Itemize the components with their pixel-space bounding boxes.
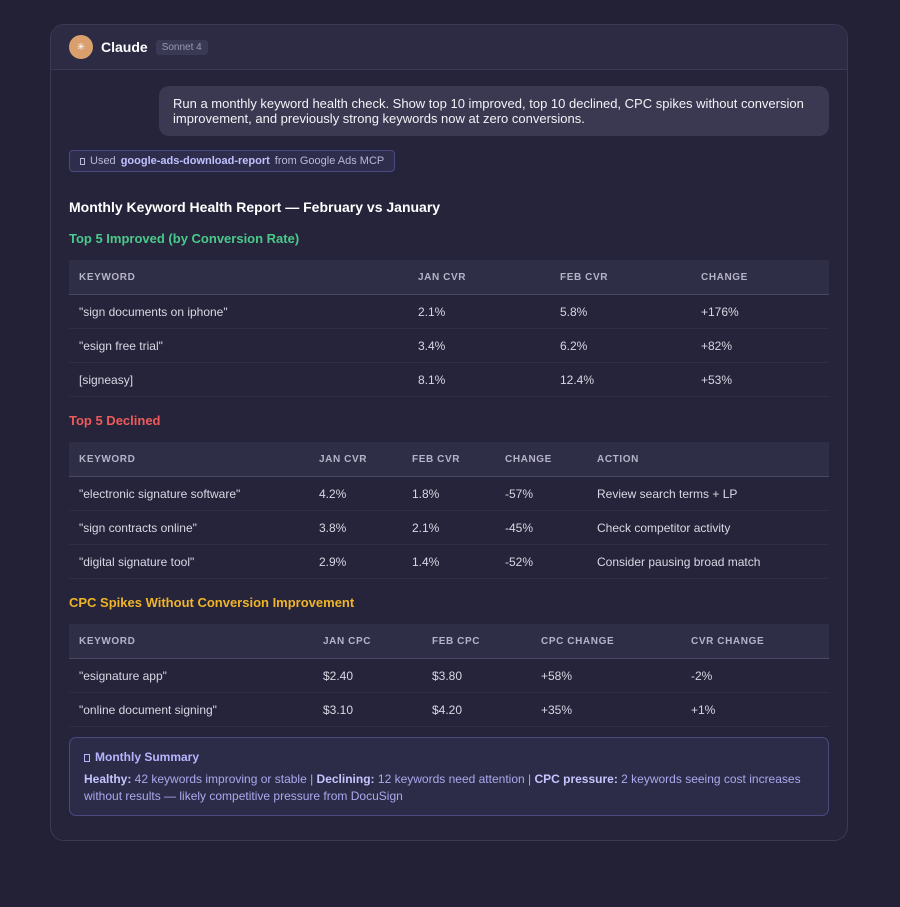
conversation: Run a monthly keyword health check. Show… (51, 70, 847, 816)
cpc-heading: CPC Spikes Without Conversion Improvemen… (69, 595, 355, 610)
keyword-cell: "electronic signature software" (69, 476, 309, 511)
summary-text: Healthy: 42 keywords improving or stable… (84, 771, 814, 805)
feb-cvr-cell: 1.4% (402, 544, 495, 579)
table-row: "digital signature tool" 2.9% 1.4% -52% … (69, 544, 829, 579)
change-cell: +176% (691, 294, 829, 329)
cvr-change-cell: -2% (681, 658, 829, 693)
change-cell: +53% (691, 362, 829, 397)
table-row: "sign contracts online" 3.8% 2.1% -45% C… (69, 510, 829, 545)
jan-cvr-cell: 2.1% (408, 294, 550, 329)
column-header: KEYWORD (69, 624, 313, 659)
action-cell: Consider pausing broad match (587, 544, 829, 579)
feb-cpc-cell: $4.20 (422, 692, 531, 727)
monthly-summary-box: Monthly Summary Healthy: 42 keywords imp… (69, 737, 829, 816)
table-row: "esignature app" $2.40 $3.80 +58% -2% (69, 658, 829, 693)
jan-cvr-cell: 2.9% (309, 544, 402, 579)
chat-window: ✳ Claude Sonnet 4 Run a monthly keyword … (50, 24, 848, 841)
change-cell: -45% (495, 510, 587, 545)
jan-cvr-cell: 8.1% (408, 362, 550, 397)
column-header: JAN CPC (313, 624, 422, 659)
tool-name: google-ads-download-report (120, 155, 270, 167)
cvr-change-cell: +1% (681, 692, 829, 727)
feb-cvr-cell: 5.8% (550, 294, 691, 329)
column-header: KEYWORD (69, 260, 408, 295)
column-header: CVR CHANGE (681, 624, 829, 659)
healthy-text: 42 keywords improving or stable | (131, 772, 317, 786)
cpc-pressure-label: CPC pressure: (534, 772, 618, 786)
column-header: CHANGE (691, 260, 829, 295)
cpc-change-cell: +35% (531, 692, 681, 727)
declining-text: 12 keywords need attention | (374, 772, 535, 786)
summary-title: Monthly Summary (95, 750, 200, 764)
cpc-pressure-text: 2 keywords seeing cost increases without… (84, 772, 801, 803)
title-bar: ✳ Claude Sonnet 4 (51, 25, 847, 70)
table-row: "sign documents on iphone" 2.1% 5.8% +17… (69, 294, 829, 329)
column-header: KEYWORD (69, 442, 309, 477)
action-cell: Review search terms + LP (587, 476, 829, 511)
keyword-cell: "sign documents on iphone" (69, 294, 408, 329)
change-cell: -57% (495, 476, 587, 511)
jan-cvr-cell: 3.8% (309, 510, 402, 545)
keyword-cell: "esign free trial" (69, 328, 408, 363)
keyword-cell: "sign contracts online" (69, 510, 309, 545)
feb-cvr-cell: 2.1% (402, 510, 495, 545)
column-header: CHANGE (495, 442, 587, 477)
tool-use-suffix: from Google Ads MCP (274, 155, 385, 167)
jan-cvr-cell: 4.2% (309, 476, 402, 511)
change-cell: +82% (691, 328, 829, 363)
feb-cpc-cell: $3.80 (422, 658, 531, 693)
tool-use-chip[interactable]: Used google-ads-download-report from Goo… (69, 150, 396, 172)
improved-table: KEYWORD JAN CVR FEB CVR CHANGE "sign doc… (69, 260, 829, 397)
column-header: FEB CPC (422, 624, 531, 659)
table-row: "electronic signature software" 4.2% 1.8… (69, 476, 829, 511)
cpc-table: KEYWORD JAN CPC FEB CPC CPC CHANGE CVR C… (69, 624, 829, 727)
declined-table: KEYWORD JAN CVR FEB CVR CHANGE ACTION "e… (69, 442, 829, 579)
column-header: CPC CHANGE (531, 624, 681, 659)
column-header: JAN CVR (309, 442, 402, 477)
change-cell: -52% (495, 544, 587, 579)
declined-heading: Top 5 Declined (69, 413, 161, 428)
keyword-cell: "online document signing" (69, 692, 313, 727)
feb-cvr-cell: 6.2% (550, 328, 691, 363)
document-icon (84, 753, 90, 762)
summary-title-row: Monthly Summary (84, 749, 814, 766)
table-row: "esign free trial" 3.4% 6.2% +82% (69, 328, 829, 363)
feb-cvr-cell: 12.4% (550, 362, 691, 397)
column-header: FEB CVR (550, 260, 691, 295)
model-badge[interactable]: Sonnet 4 (155, 39, 208, 55)
table-row: "online document signing" $3.10 $4.20 +3… (69, 692, 829, 727)
tool-use-prefix: Used (90, 155, 116, 167)
keyword-cell: "digital signature tool" (69, 544, 309, 579)
app-name: Claude (101, 39, 148, 55)
declining-label: Declining: (316, 772, 375, 786)
column-header: ACTION (587, 442, 829, 477)
keyword-cell: "esignature app" (69, 658, 313, 693)
column-header: JAN CVR (408, 260, 550, 295)
keyword-cell: [signeasy] (69, 362, 408, 397)
cpc-change-cell: +58% (531, 658, 681, 693)
jan-cvr-cell: 3.4% (408, 328, 550, 363)
report-title: Monthly Keyword Health Report — February… (69, 199, 441, 215)
improved-heading: Top 5 Improved (by Conversion Rate) (69, 231, 300, 246)
healthy-label: Healthy: (84, 772, 132, 786)
column-header: FEB CVR (402, 442, 495, 477)
document-icon (80, 157, 85, 165)
feb-cvr-cell: 1.8% (402, 476, 495, 511)
user-message: Run a monthly keyword health check. Show… (159, 86, 829, 136)
claude-logo-icon: ✳ (69, 35, 93, 59)
table-row: [signeasy] 8.1% 12.4% +53% (69, 362, 829, 397)
jan-cpc-cell: $3.10 (313, 692, 422, 727)
jan-cpc-cell: $2.40 (313, 658, 422, 693)
action-cell: Check competitor activity (587, 510, 829, 545)
